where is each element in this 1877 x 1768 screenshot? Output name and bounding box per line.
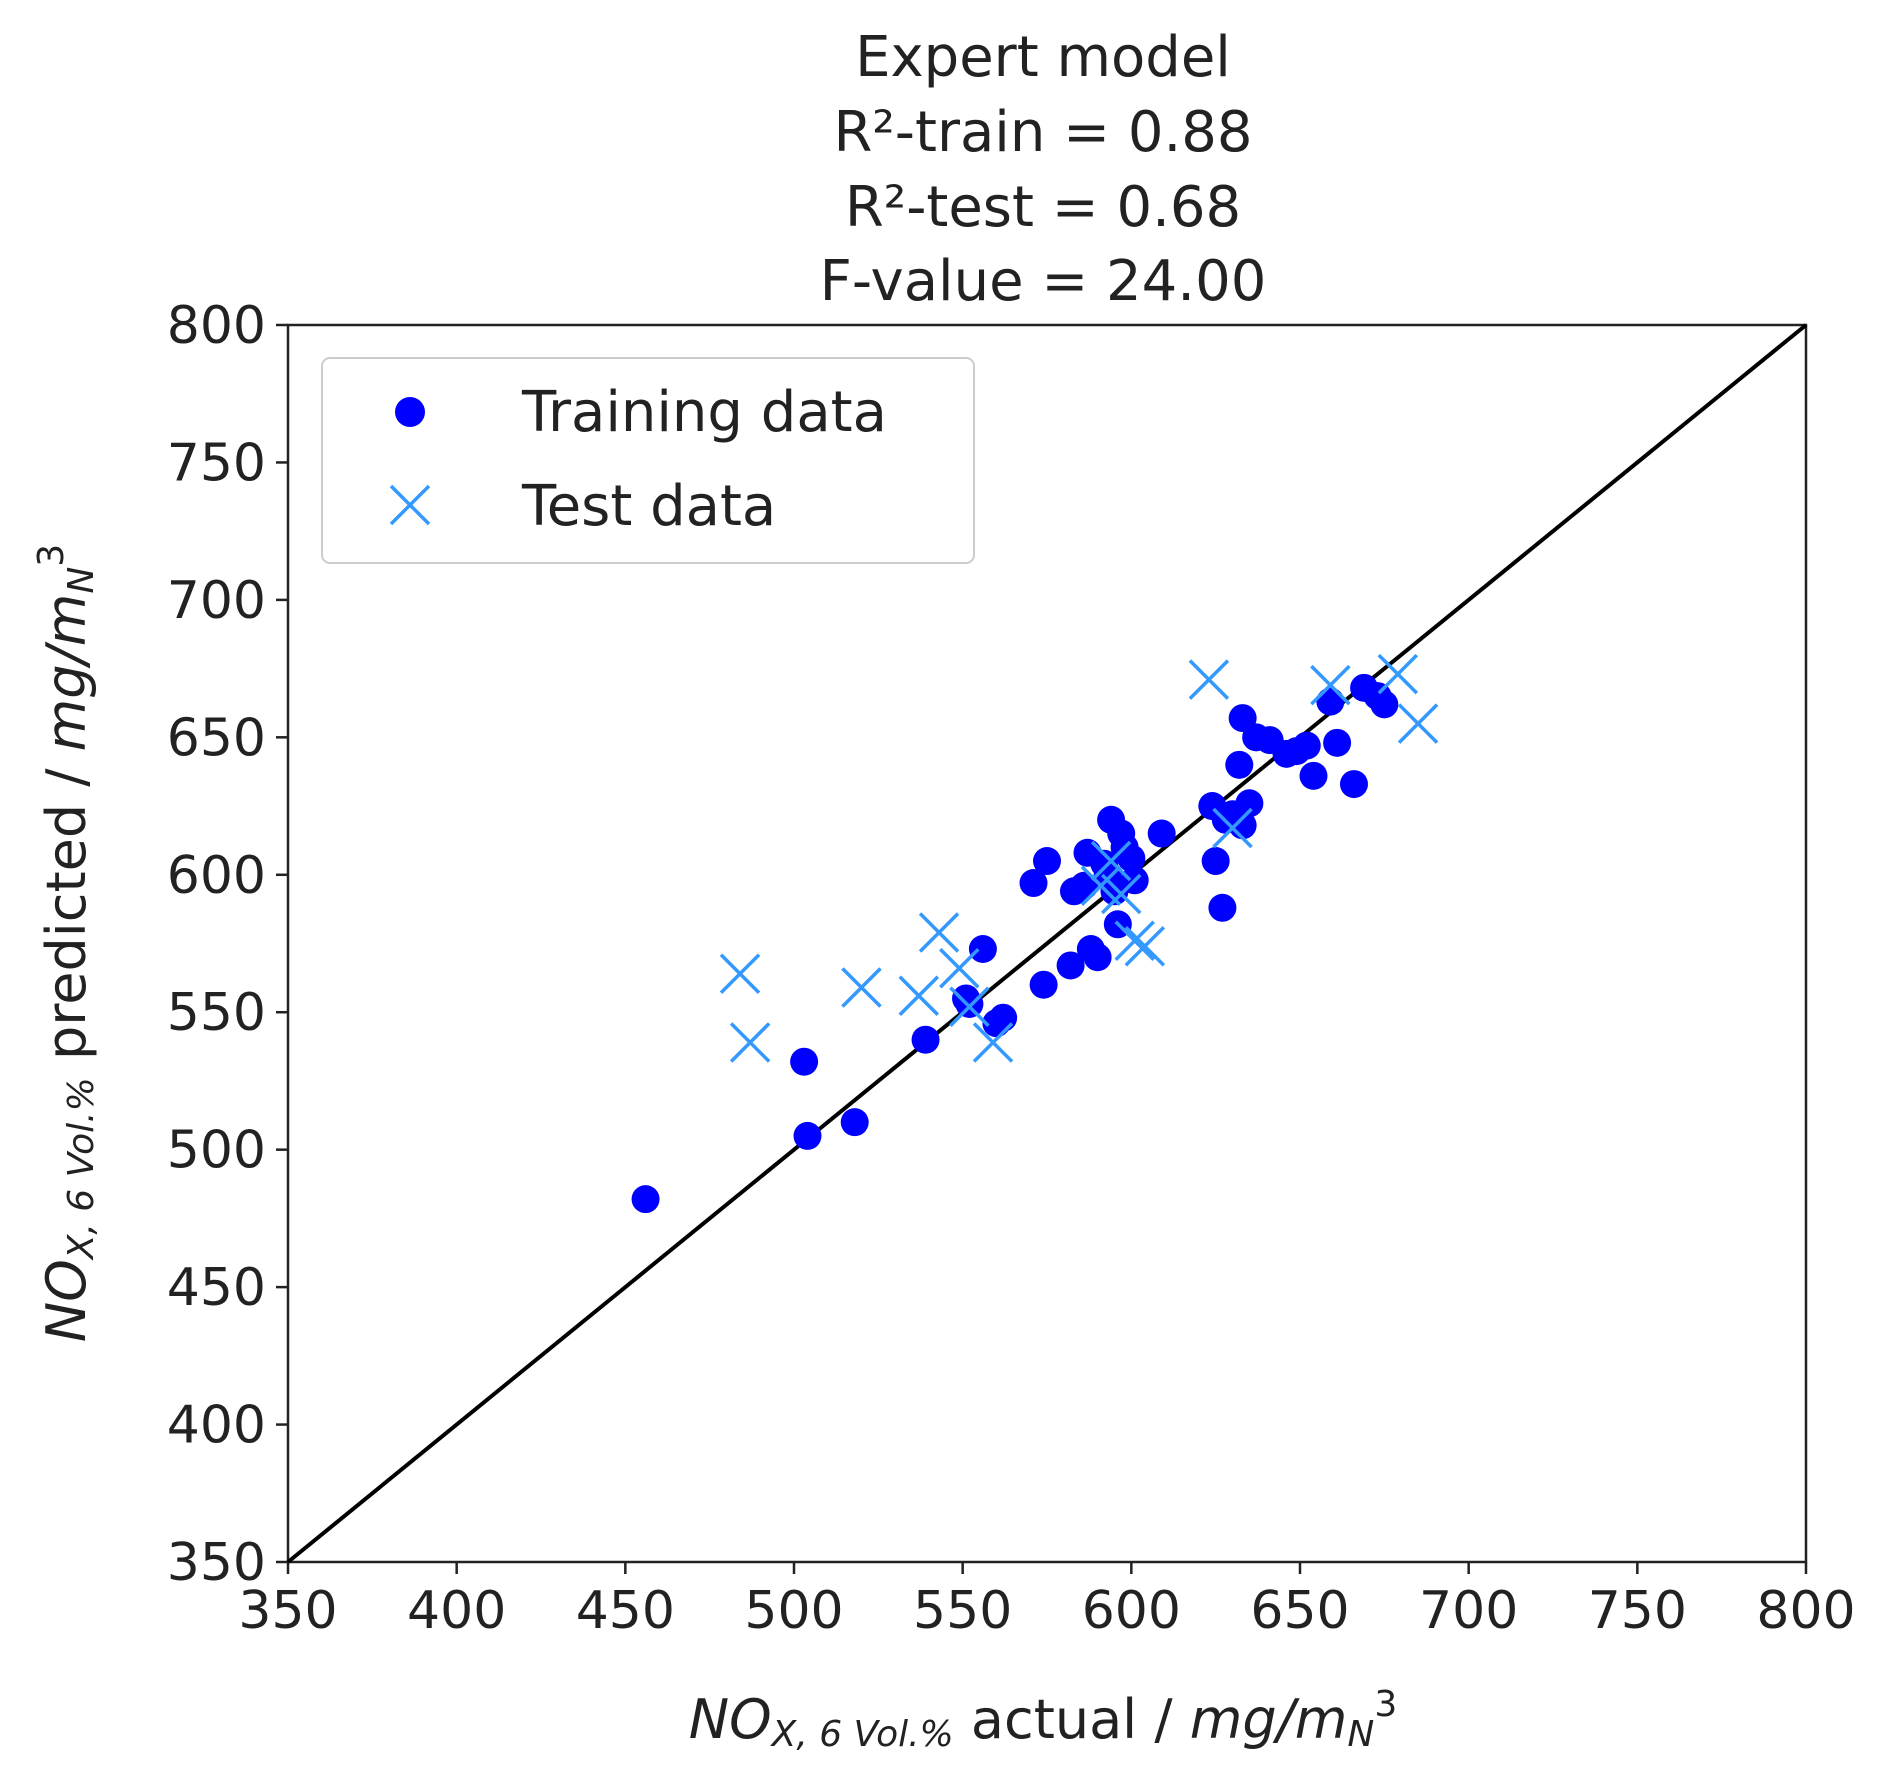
test-data-point (949, 986, 990, 1027)
training-data-point (1225, 750, 1254, 779)
x-tick-label: 650 (1250, 1581, 1349, 1641)
legend-label-training: Training data (521, 380, 887, 445)
test-data-point (1212, 807, 1253, 849)
y-tick-label: 400 (167, 1396, 266, 1456)
x-tick-label: 700 (1419, 1581, 1518, 1641)
test-data-point (918, 912, 960, 953)
title-line-1: Expert model (855, 25, 1231, 90)
x-tick-label: 350 (238, 1581, 337, 1641)
y-tick-label: 450 (167, 1258, 266, 1318)
training-data-point (955, 989, 984, 1018)
training-data-point (1083, 943, 1112, 972)
training-data-point (1339, 770, 1368, 799)
test-data-point (719, 953, 761, 994)
chart-title: Expert model R²-train = 0.88 R²-test = 0… (820, 25, 1267, 314)
x-tick-label: 550 (913, 1581, 1012, 1641)
test-data-point (1100, 873, 1142, 915)
y-axis-label: NOX, 6 Vol.% predicted / mg/mN3 (31, 544, 102, 1342)
x-tick-label: 450 (576, 1581, 675, 1641)
y-axis: 350 400 450 500 550 600 650 700 750 800 (167, 296, 288, 1593)
training-data-point (989, 1003, 1018, 1032)
training-data-point (840, 1108, 869, 1137)
training-data-point (1323, 728, 1352, 757)
y-tick-label: 550 (167, 983, 266, 1043)
test-data-point (841, 967, 882, 1008)
x-tick-label: 500 (744, 1581, 843, 1641)
training-data-point (1235, 789, 1264, 818)
y-tick-label: 500 (167, 1121, 266, 1181)
title-line-2: R²-train = 0.88 (833, 100, 1252, 165)
test-data-point (972, 1022, 1014, 1063)
x-tick-label: 600 (1082, 1581, 1181, 1641)
test-data-point (1124, 926, 1166, 967)
test-data-point (1377, 653, 1419, 695)
test-data-point (1080, 865, 1122, 907)
training-data-point (1316, 687, 1345, 716)
training-data-point (911, 1025, 940, 1054)
training-data-point (1208, 893, 1237, 922)
training-data-point (631, 1185, 660, 1214)
training-data-point (790, 1047, 819, 1076)
test-data-point (1090, 840, 1132, 882)
legend: Training data Test data (321, 357, 975, 564)
test-data-point (1397, 703, 1439, 744)
training-data-point (1299, 761, 1328, 790)
training-data-point (1019, 869, 1048, 898)
plot-frame (286, 323, 1808, 1564)
y-tick-label: 650 (167, 708, 266, 768)
training-data-point (1056, 951, 1085, 980)
x-tick-label: 400 (407, 1581, 506, 1641)
test-data-series (719, 653, 1439, 1063)
x-tick-label: 750 (1588, 1581, 1687, 1641)
y-tick-label: 800 (167, 296, 266, 356)
training-data-point (1201, 847, 1230, 876)
title-line-4: F-value = 24.00 (820, 249, 1267, 314)
x-tick-label: 800 (1756, 1581, 1855, 1641)
training-data-point (1370, 690, 1399, 719)
test-data-point (729, 1022, 771, 1063)
legend-box (321, 357, 975, 564)
y-tick-label: 700 (167, 571, 266, 631)
training-data-point (1029, 970, 1058, 999)
y-tick-label: 600 (167, 846, 266, 906)
training-data-series (631, 673, 1399, 1214)
test-data-point (898, 975, 940, 1016)
test-data-point (939, 948, 980, 989)
training-data-point (1117, 844, 1146, 873)
identity-line (286, 323, 1808, 1564)
y-tick-label: 350 (167, 1533, 266, 1593)
training-data-point (1147, 819, 1176, 848)
training-data-point (1292, 731, 1321, 760)
y-tick-label: 750 (167, 433, 266, 493)
test-data-point (1188, 659, 1230, 700)
x-axis: 350 400 450 500 550 600 650 700 750 800 (238, 1562, 1856, 1641)
training-data-point (1033, 847, 1061, 876)
test-data-point (1310, 664, 1351, 706)
legend-marker-training (395, 397, 425, 427)
title-line-3: R²-test = 0.68 (845, 175, 1241, 240)
training-data-point (793, 1121, 822, 1150)
legend-marker-test (389, 484, 431, 526)
x-axis-label: NOX, 6 Vol.% actual / mg/mN3 (689, 1684, 1398, 1755)
test-data-point (1114, 920, 1155, 961)
training-data-point (968, 934, 997, 963)
legend-label-test: Test data (521, 474, 776, 539)
